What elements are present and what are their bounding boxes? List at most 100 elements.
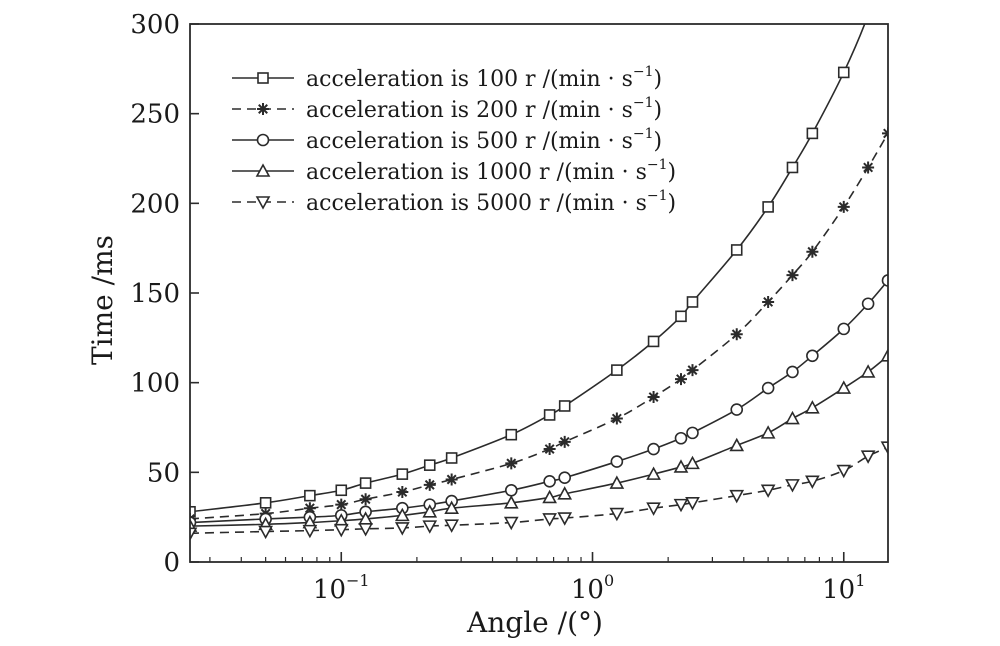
data-point bbox=[335, 498, 348, 511]
x-tick-label: 10−1 bbox=[313, 571, 370, 605]
legend-marker bbox=[255, 196, 271, 210]
data-point bbox=[673, 498, 689, 513]
data-point bbox=[785, 479, 800, 493]
data-point bbox=[335, 484, 348, 497]
data-point bbox=[686, 296, 699, 308]
data-point bbox=[860, 450, 876, 464]
data-point bbox=[861, 297, 875, 311]
data-point bbox=[860, 364, 876, 378]
data-point bbox=[258, 525, 273, 540]
data-point bbox=[303, 502, 316, 515]
y-tick-label: 150 bbox=[130, 279, 180, 309]
series-line-1 bbox=[190, 24, 866, 513]
data-point bbox=[836, 380, 852, 394]
data-point bbox=[423, 478, 436, 491]
data-point bbox=[674, 431, 688, 445]
data-point bbox=[558, 400, 571, 412]
y-axis-title: Time /ms bbox=[86, 235, 119, 365]
data-point bbox=[646, 466, 661, 480]
series-3 bbox=[190, 274, 888, 529]
data-point bbox=[730, 403, 744, 416]
data-point bbox=[505, 428, 518, 441]
data-point bbox=[646, 502, 661, 516]
data-point bbox=[761, 381, 775, 395]
data-point bbox=[358, 523, 373, 537]
data-point bbox=[686, 364, 699, 377]
data-point bbox=[445, 473, 458, 486]
legend-item-5: acceleration is 5000 r /(min · s−1) bbox=[232, 188, 676, 216]
data-point bbox=[394, 507, 410, 522]
data-point bbox=[729, 437, 745, 452]
y-tick-label: 100 bbox=[130, 369, 180, 399]
x-tick-label: 101 bbox=[822, 571, 865, 605]
data-point bbox=[647, 335, 660, 348]
data-point bbox=[806, 127, 819, 140]
y-tick-label: 50 bbox=[147, 458, 180, 488]
data-point bbox=[609, 507, 625, 522]
legend-marker bbox=[257, 72, 269, 84]
data-point bbox=[837, 322, 851, 336]
data-point bbox=[543, 409, 556, 421]
legend-label: acceleration is 1000 r /(min · s−1) bbox=[306, 157, 676, 185]
data-point bbox=[542, 513, 557, 527]
data-point bbox=[685, 455, 700, 470]
data-point bbox=[503, 516, 519, 531]
x-tick-label: 100 bbox=[571, 571, 614, 605]
legend-item-3: acceleration is 500 r /(min · s−1) bbox=[232, 126, 662, 154]
data-point bbox=[423, 459, 436, 471]
data-point bbox=[647, 442, 660, 456]
data-point bbox=[762, 295, 775, 308]
data-point bbox=[503, 495, 519, 509]
data-point bbox=[302, 524, 318, 539]
data-point bbox=[444, 519, 459, 533]
data-point bbox=[880, 441, 888, 455]
data-point bbox=[730, 244, 743, 256]
data-point bbox=[674, 373, 687, 386]
series-4 bbox=[190, 348, 888, 532]
data-point bbox=[359, 477, 372, 489]
data-point bbox=[762, 201, 774, 213]
data-point bbox=[558, 435, 571, 448]
data-point bbox=[806, 245, 819, 258]
series-line-4 bbox=[190, 355, 888, 527]
data-point bbox=[837, 66, 850, 79]
data-point bbox=[190, 527, 198, 541]
data-point bbox=[557, 512, 573, 526]
data-point bbox=[785, 410, 800, 425]
data-point bbox=[862, 161, 875, 174]
data-point bbox=[730, 328, 743, 341]
data-point bbox=[805, 400, 820, 414]
data-point bbox=[610, 412, 623, 425]
series-line-5 bbox=[190, 446, 888, 535]
data-point bbox=[836, 464, 852, 479]
data-point bbox=[610, 455, 624, 468]
data-point bbox=[542, 489, 557, 504]
data-point bbox=[333, 523, 349, 538]
data-point bbox=[394, 522, 410, 536]
legend-item-1: acceleration is 100 r /(min · s−1) bbox=[232, 64, 662, 92]
data-point bbox=[422, 520, 438, 534]
data-point bbox=[760, 484, 776, 498]
data-point bbox=[445, 452, 458, 464]
legend-marker bbox=[257, 103, 269, 115]
data-point bbox=[543, 443, 556, 456]
data-point bbox=[609, 475, 625, 489]
data-point bbox=[557, 486, 573, 500]
legend-item-2: acceleration is 200 r /(min · s−1) bbox=[232, 95, 662, 123]
data-point bbox=[558, 471, 571, 485]
legend: acceleration is 100 r /(min · s−1) accele… bbox=[232, 64, 676, 216]
data-point bbox=[675, 310, 687, 323]
data-point bbox=[686, 426, 699, 440]
series-line-2 bbox=[190, 132, 888, 520]
data-point bbox=[259, 497, 272, 509]
y-tick-label: 300 bbox=[130, 10, 180, 40]
legend-label: acceleration is 5000 r /(min · s−1) bbox=[306, 188, 676, 216]
data-point bbox=[837, 200, 850, 213]
data-point bbox=[786, 365, 799, 379]
y-tick-label: 250 bbox=[130, 100, 180, 130]
data-point bbox=[673, 459, 689, 473]
data-point bbox=[647, 391, 660, 404]
data-point bbox=[729, 489, 745, 504]
data-point bbox=[880, 348, 888, 362]
